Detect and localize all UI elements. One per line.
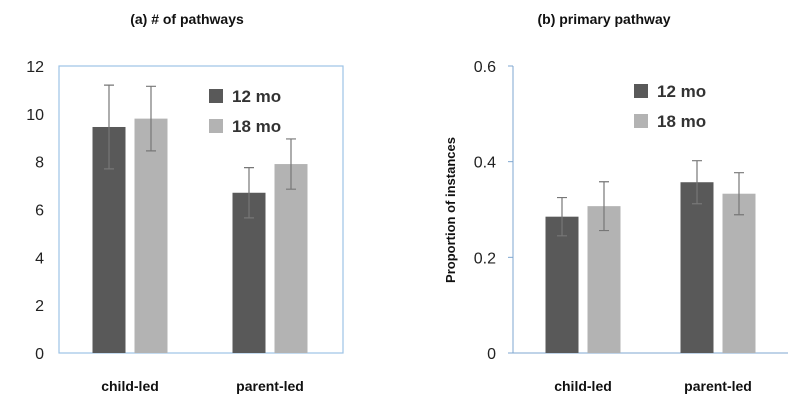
chart-b-y-tick-label: 0 bbox=[487, 346, 496, 363]
chart-b-error-bar bbox=[692, 160, 702, 205]
chart-a-legend-swatch bbox=[209, 119, 223, 133]
chart-a-error-bar bbox=[104, 84, 114, 170]
chart-a-title: (a) # of pathways bbox=[130, 11, 244, 27]
chart-a-y-tick-label: 12 bbox=[26, 59, 44, 76]
chart-b-x-tick-label: child-led bbox=[554, 378, 612, 394]
chart-b-title: (b) primary pathway bbox=[537, 11, 670, 27]
chart-a-bar bbox=[134, 118, 168, 353]
chart-b-y-tick-label: 0.4 bbox=[474, 155, 496, 172]
chart-b-error-bar bbox=[599, 181, 609, 232]
chart-b-y-tick-label: 0.2 bbox=[474, 250, 496, 267]
chart-a-y-tick-label: 0 bbox=[35, 346, 44, 363]
chart-a-error-bar bbox=[244, 167, 254, 219]
chart-b-bar bbox=[722, 193, 756, 353]
chart-panel-a: (a) # of pathways 0 2 4 6 8 10 12 child-led pare… bbox=[26, 11, 344, 394]
chart-b-legend-label: 12 mo bbox=[657, 82, 706, 101]
chart-a-y-tick-label: 10 bbox=[26, 107, 44, 124]
chart-b-y-axis-label: Proportion of instances bbox=[443, 137, 458, 283]
chart-a-y-tick-label: 8 bbox=[35, 155, 44, 172]
chart-a-bar bbox=[232, 192, 266, 353]
chart-b-bar bbox=[680, 182, 714, 353]
chart-b-legend-swatch bbox=[634, 114, 648, 128]
chart-a-x-tick-label: child-led bbox=[101, 378, 159, 394]
chart-b-error-bar bbox=[734, 172, 744, 216]
chart-a-legend-label: 12 mo bbox=[232, 87, 281, 106]
chart-a-y-tick-label: 4 bbox=[35, 250, 44, 267]
chart-b-legend-label: 18 mo bbox=[657, 112, 706, 131]
chart-panel-b: (b) primary pathway Proportion of instan… bbox=[443, 11, 788, 394]
chart-b-error-bar bbox=[557, 196, 567, 237]
chart-b-bar bbox=[545, 216, 579, 353]
chart-a-error-bar bbox=[146, 85, 156, 152]
chart-b-legend-swatch bbox=[634, 84, 648, 98]
chart-a-legend-swatch bbox=[209, 89, 223, 103]
chart-a-y-tick-label: 6 bbox=[35, 203, 44, 220]
chart-a-legend-label: 18 mo bbox=[232, 117, 281, 136]
chart-b-x-tick-label: parent-led bbox=[684, 378, 752, 394]
chart-a-x-tick-label: parent-led bbox=[236, 378, 304, 394]
chart-a-error-bar bbox=[286, 138, 296, 190]
chart-a-plot-frame bbox=[58, 65, 344, 354]
chart-a-y-tick-label: 2 bbox=[35, 298, 44, 315]
chart-b-y-tick-label: 0.6 bbox=[474, 59, 496, 76]
chart-a-bar bbox=[274, 164, 308, 353]
